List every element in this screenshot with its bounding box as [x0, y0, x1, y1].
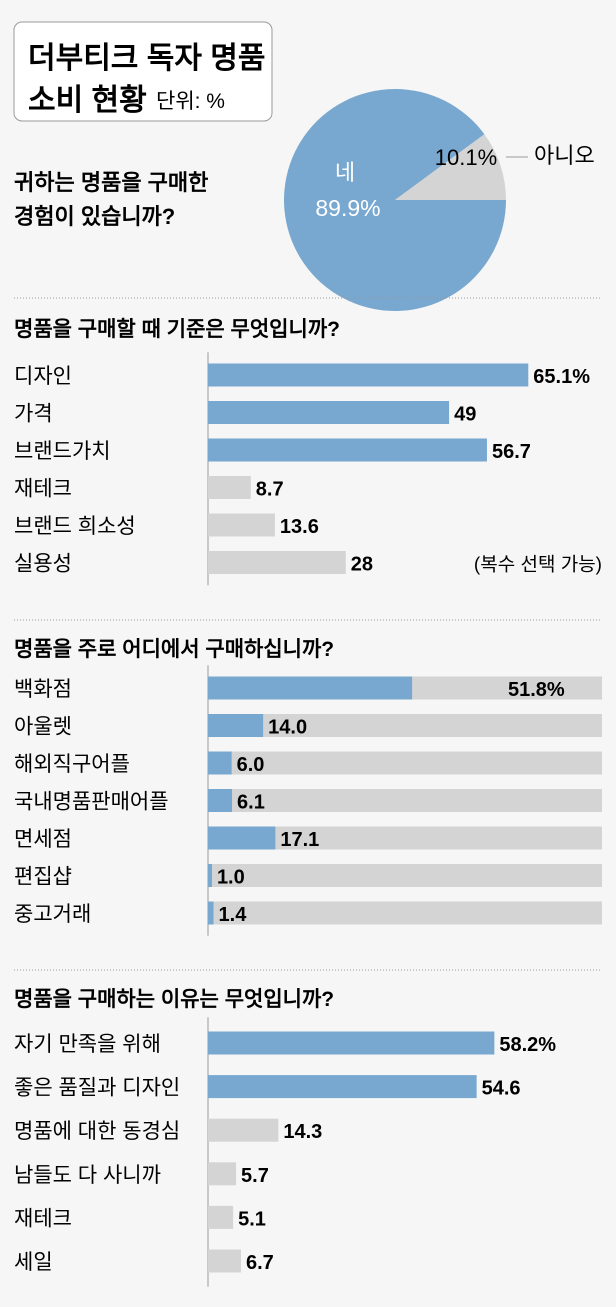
pie-question: 귀하는 명품을 구매한 — [14, 170, 208, 195]
value-label: 49 — [454, 404, 476, 426]
value-label: 6.0 — [237, 754, 265, 776]
value-label: 1.0 — [217, 867, 245, 889]
bar — [208, 476, 251, 499]
title-line-2: 소비 현황 — [28, 84, 147, 117]
bar-chart-3: 명품을 구매하는 이유는 무엇입니까? 자기 만족을 위해 58.2% 좋은 품질과 … — [14, 969, 602, 1287]
category-label: 중고거래 — [14, 903, 91, 926]
value-label: 5.7 — [241, 1165, 269, 1187]
bar — [208, 1075, 477, 1099]
bar-track — [208, 714, 602, 737]
bar-chart-1: 명품을 구매할 때 기준은 무엇입니까? 디자인 65.1% 가격 49 브랜드가치 56.… — [14, 297, 602, 586]
bar — [208, 551, 346, 574]
bar — [208, 751, 232, 775]
bar — [208, 901, 214, 925]
category-label: 면세점 — [14, 828, 72, 851]
category-label: 국내명품판매어플 — [14, 791, 169, 814]
bar — [208, 1249, 241, 1273]
bar — [208, 864, 212, 887]
category-label: 브랜드 희소성 — [14, 515, 136, 538]
category-label: 세일 — [14, 1251, 53, 1274]
category-label: 자기 만족을 위해 — [14, 1033, 161, 1056]
unit-label: 단위: % — [156, 90, 225, 113]
value-label: 17.1 — [280, 829, 319, 851]
category-label: 편집샵 — [14, 866, 72, 889]
bar-charts: 명품을 구매할 때 기준은 무엇입니까? 디자인 65.1% 가격 49 브랜드가치 56.… — [14, 297, 602, 1287]
title-box — [13, 21, 273, 122]
bar — [208, 676, 413, 700]
category-label: 재테크 — [14, 1207, 72, 1230]
bar-track — [208, 864, 602, 887]
value-label: 5.1 — [238, 1208, 266, 1230]
pie-slice-yes — [283, 88, 506, 311]
value-label: 51.8% — [508, 679, 565, 701]
bar — [208, 1205, 234, 1229]
bar — [208, 438, 487, 462]
chart-note: (복수 선택 가능) — [474, 554, 602, 576]
title-line-1: 더부티크 독자 명품 — [28, 42, 265, 75]
category-label: 가격 — [14, 403, 53, 426]
value-label: 14.0 — [268, 717, 307, 739]
category-label: 해외직구어플 — [14, 753, 130, 776]
category-label: 재테크 — [14, 478, 72, 501]
bar-track — [208, 789, 602, 812]
bar-chart-2: 명품을 주로 어디에서 구매하십니까? 백화점 51.8% 아울렛 14.0 해외직구어플… — [14, 619, 602, 936]
category-label: 좋은 품질과 디자인 — [14, 1077, 180, 1100]
bar — [208, 363, 529, 387]
pie-value-no: 10.1% — [435, 145, 497, 170]
category-label: 명품에 대한 동경심 — [14, 1120, 180, 1143]
category-label: 아울렛 — [14, 716, 72, 739]
pie-slice-no — [395, 134, 506, 200]
bar — [208, 513, 275, 537]
chart-title: 명품을 구매할 때 기준은 무엇입니까? — [14, 318, 340, 341]
category-label: 실용성 — [14, 553, 72, 576]
pie-label-yes: 네 — [335, 160, 355, 185]
bar-track — [208, 826, 602, 850]
bar-track — [208, 901, 602, 925]
bar-track — [208, 751, 602, 775]
bar — [208, 1031, 495, 1055]
value-label: 6.1 — [237, 792, 265, 814]
bar — [208, 401, 450, 424]
bar — [208, 1118, 279, 1142]
bar — [208, 714, 264, 737]
value-label: 8.7 — [256, 479, 284, 501]
value-label: 58.2% — [499, 1034, 556, 1056]
pie-value-yes: 89.9% — [315, 195, 380, 221]
value-label: 65.1% — [533, 366, 590, 388]
bar — [208, 789, 233, 812]
category-label: 백화점 — [14, 678, 72, 701]
category-label: 디자인 — [14, 365, 72, 388]
chart-title: 명품을 주로 어디에서 구매하십니까? — [14, 638, 334, 661]
value-label: 13.6 — [280, 516, 319, 538]
value-label: 54.6 — [482, 1078, 521, 1100]
value-label: 1.4 — [219, 904, 248, 926]
category-label: 브랜드가치 — [14, 440, 111, 463]
pie-label-no: 아니오 — [534, 143, 595, 168]
pie-question: 경험이 있습니까? — [14, 204, 175, 229]
chart-title: 명품을 구매하는 이유는 무엇입니까? — [14, 988, 334, 1011]
bar — [208, 1162, 237, 1186]
bar — [208, 826, 276, 850]
value-label: 6.7 — [246, 1252, 274, 1274]
value-label: 28 — [351, 554, 373, 576]
value-label: 14.3 — [283, 1121, 322, 1143]
value-label: 56.7 — [492, 441, 531, 463]
category-label: 남들도 다 사니까 — [14, 1164, 161, 1187]
